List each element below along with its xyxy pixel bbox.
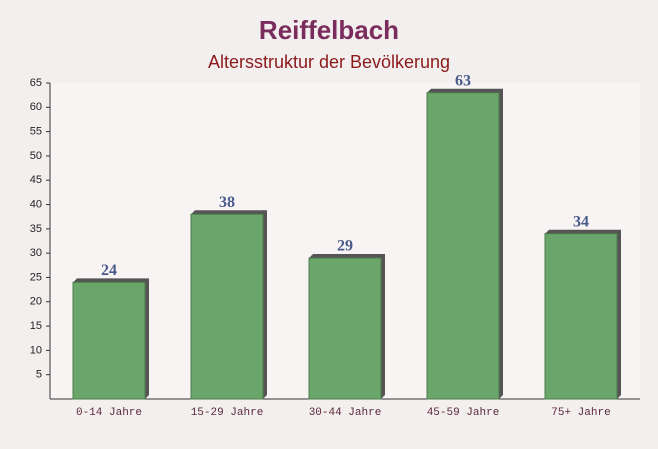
x-tick-label: 15-29 Jahre — [191, 407, 264, 419]
bar — [426, 92, 500, 400]
value-label: 24 — [101, 262, 117, 279]
y-tick-label: 60 — [30, 101, 42, 113]
value-label: 38 — [219, 194, 235, 211]
y-tick-label: 65 — [30, 77, 42, 89]
x-tick-label: 0-14 Jahre — [76, 407, 142, 419]
x-tick-label: 75+ Jahre — [551, 407, 610, 419]
y-tick-label: 35 — [30, 223, 42, 235]
bar — [190, 213, 264, 400]
bar — [72, 281, 146, 400]
y-tick-label: 20 — [30, 296, 42, 308]
bar — [544, 233, 618, 400]
value-label: 63 — [455, 72, 471, 89]
y-tick-label: 5 — [36, 369, 42, 381]
y-tick-label: 10 — [30, 344, 42, 356]
chart-title: Reiffelbach — [259, 15, 399, 45]
y-tick-label: 15 — [30, 320, 42, 332]
y-tick-label: 45 — [30, 174, 42, 186]
x-tick-label: 45-59 Jahre — [427, 407, 500, 419]
x-tick-label: 30-44 Jahre — [309, 407, 382, 419]
y-tick-label: 25 — [30, 271, 42, 283]
value-label: 34 — [573, 213, 589, 230]
bar — [308, 257, 382, 400]
y-tick-label: 30 — [30, 247, 42, 259]
y-tick-label: 50 — [30, 150, 42, 162]
y-tick-label: 55 — [30, 126, 42, 138]
y-tick-label: 40 — [30, 198, 42, 210]
value-label: 29 — [337, 238, 353, 255]
chart-subtitle: Altersstruktur der Bevölkerung — [208, 52, 450, 72]
